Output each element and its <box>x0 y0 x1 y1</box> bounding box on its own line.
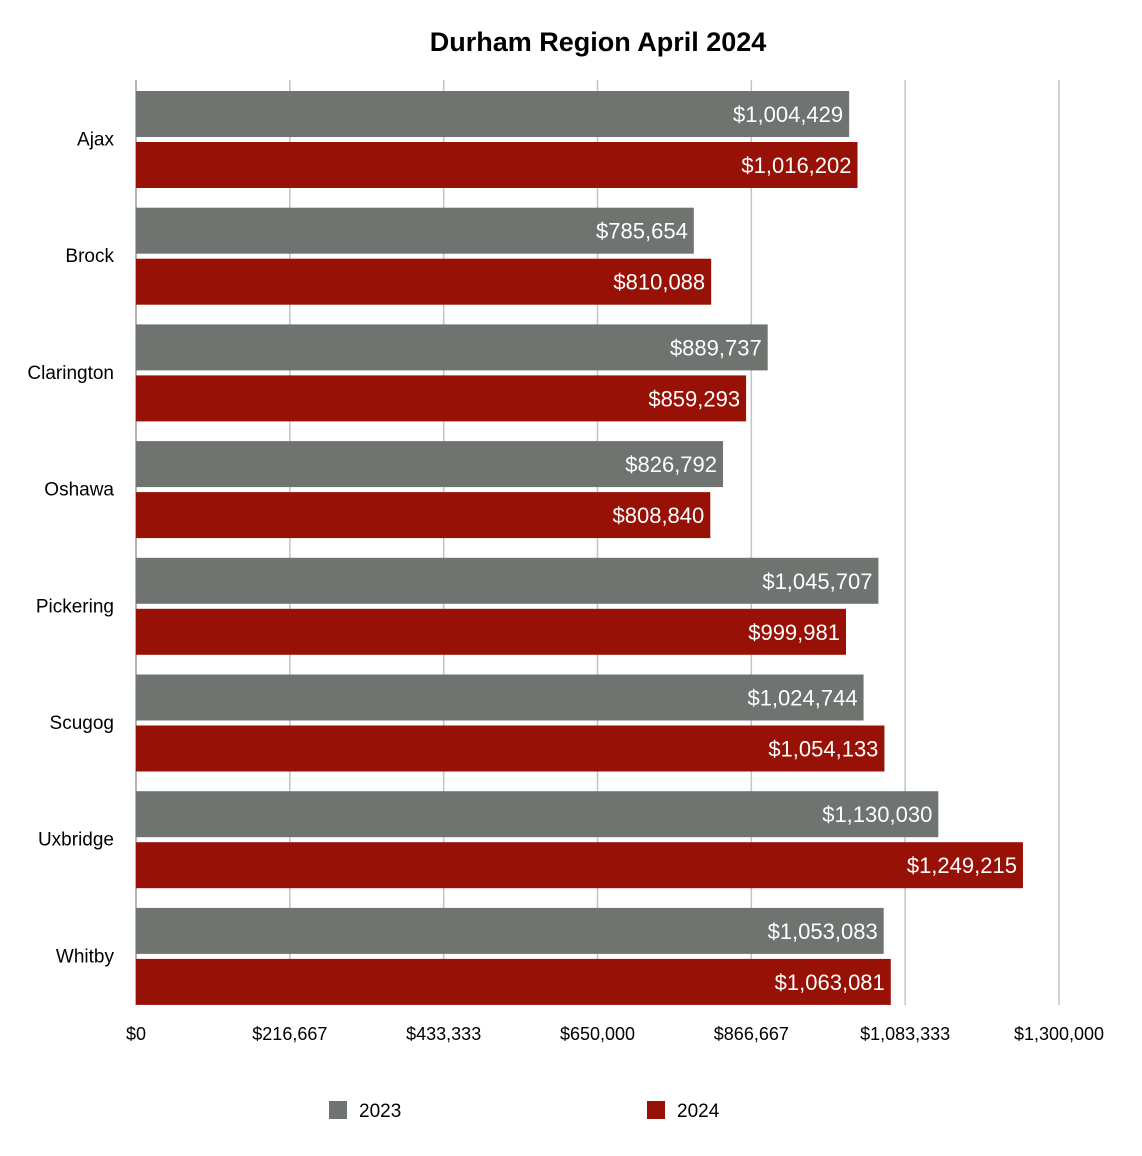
category-label: Scugog <box>50 713 114 734</box>
bars <box>136 91 1023 1005</box>
bar-2023-ajax <box>136 91 850 137</box>
bar-2024-whitby <box>136 958 891 1005</box>
data-label: $1,063,081 <box>775 970 885 995</box>
data-label: $859,293 <box>648 386 740 411</box>
bar-2023-clarington <box>136 324 768 371</box>
bar-2024-brock <box>136 258 712 305</box>
data-label: $810,088 <box>613 270 705 295</box>
data-label: $785,654 <box>596 219 688 244</box>
bar-2024-oshawa <box>136 492 711 539</box>
bar-2023-scugog <box>136 674 864 721</box>
x-tick-label: $866,667 <box>714 1024 789 1044</box>
legend-swatch-2023 <box>329 1101 347 1119</box>
x-tick-label: $0 <box>126 1024 146 1044</box>
legend-label: 2023 <box>359 1101 401 1122</box>
x-tick-label: $433,333 <box>406 1024 481 1044</box>
x-tick-label: $1,083,333 <box>860 1024 950 1044</box>
category-label: Whitby <box>56 946 115 967</box>
data-label: $826,792 <box>625 452 717 477</box>
category-label: Uxbridge <box>38 830 114 851</box>
bar-2024-clarington <box>136 375 747 422</box>
data-label: $1,130,030 <box>822 802 932 827</box>
category-label: Brock <box>65 246 114 267</box>
data-label: $808,840 <box>613 503 705 528</box>
bar-2024-pickering <box>136 608 846 655</box>
data-label: $1,249,215 <box>907 853 1017 878</box>
x-tick-label: $650,000 <box>560 1024 635 1044</box>
legend-label: 2024 <box>677 1101 720 1122</box>
bar-2023-pickering <box>136 557 879 604</box>
data-label: $1,004,429 <box>733 102 843 127</box>
data-label: $1,045,707 <box>762 569 872 594</box>
chart-title: Durham Region April 2024 <box>430 27 767 57</box>
x-tick-label: $1,300,000 <box>1014 1024 1104 1044</box>
data-label: $889,737 <box>670 335 762 360</box>
bar-2023-brock <box>136 207 694 254</box>
bar-2024-scugog <box>136 725 885 772</box>
category-label: Ajax <box>77 130 114 151</box>
data-label: $1,053,083 <box>768 919 878 944</box>
legend-swatch-2024 <box>647 1101 665 1119</box>
category-label: Clarington <box>27 363 114 384</box>
x-axis-ticks: $0 $216,667 $433,333 $650,000 $866,667 $1,083… <box>126 1024 1104 1044</box>
bar-2023-whitby <box>136 907 884 954</box>
category-label: Oshawa <box>44 480 114 501</box>
data-label: $1,024,744 <box>747 686 857 711</box>
x-tick-label: $216,667 <box>252 1024 327 1044</box>
bar-2023-uxbridge <box>136 791 939 838</box>
bar-2024-ajax <box>136 142 858 188</box>
bar-2024-uxbridge <box>136 842 1023 889</box>
bar-2023-oshawa <box>136 441 724 488</box>
category-label: Pickering <box>36 596 114 617</box>
legend: 2023 2024 <box>329 1101 720 1122</box>
data-label: $1,054,133 <box>768 737 878 762</box>
data-label: $999,981 <box>748 620 840 645</box>
category-labels: Ajax Brock Clarington Oshawa Pickering Scugog… <box>27 130 114 968</box>
data-label: $1,016,202 <box>741 153 851 178</box>
data-labels: $1,004,429 $1,016,202 $785,654 $810,088 $889… <box>596 102 1017 995</box>
